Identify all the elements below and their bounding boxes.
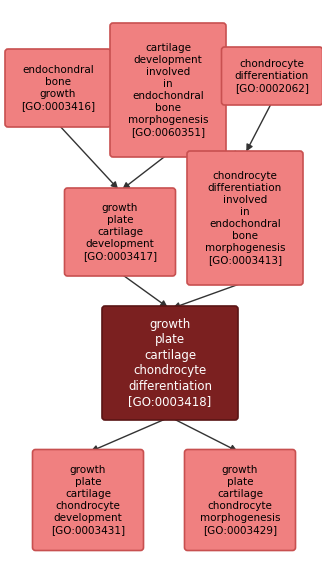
Text: growth
plate
cartilage
chondrocyte
morphogenesis
[GO:0003429]: growth plate cartilage chondrocyte morph…: [200, 465, 280, 535]
Text: growth
plate
cartilage
chondrocyte
development
[GO:0003431]: growth plate cartilage chondrocyte devel…: [51, 465, 125, 535]
Text: cartilage
development
involved
in
endochondral
bone
morphogenesis
[GO:0060351]: cartilage development involved in endoch…: [128, 43, 208, 137]
FancyBboxPatch shape: [222, 47, 322, 105]
FancyBboxPatch shape: [187, 151, 303, 285]
FancyBboxPatch shape: [102, 306, 238, 420]
Text: growth
plate
cartilage
chondrocyte
differentiation
[GO:0003418]: growth plate cartilage chondrocyte diffe…: [128, 318, 212, 408]
FancyBboxPatch shape: [185, 449, 296, 550]
Text: growth
plate
cartilage
development
[GO:0003417]: growth plate cartilage development [GO:0…: [83, 203, 157, 261]
FancyBboxPatch shape: [110, 23, 226, 157]
FancyBboxPatch shape: [5, 49, 111, 127]
Text: endochondral
bone
growth
[GO:0003416]: endochondral bone growth [GO:0003416]: [21, 65, 95, 111]
Text: chondrocyte
differentiation
[GO:0002062]: chondrocyte differentiation [GO:0002062]: [235, 59, 309, 93]
Text: chondrocyte
differentiation
involved
in
endochondral
bone
morphogenesis
[GO:0003: chondrocyte differentiation involved in …: [205, 171, 285, 265]
FancyBboxPatch shape: [64, 188, 175, 276]
FancyBboxPatch shape: [33, 449, 144, 550]
